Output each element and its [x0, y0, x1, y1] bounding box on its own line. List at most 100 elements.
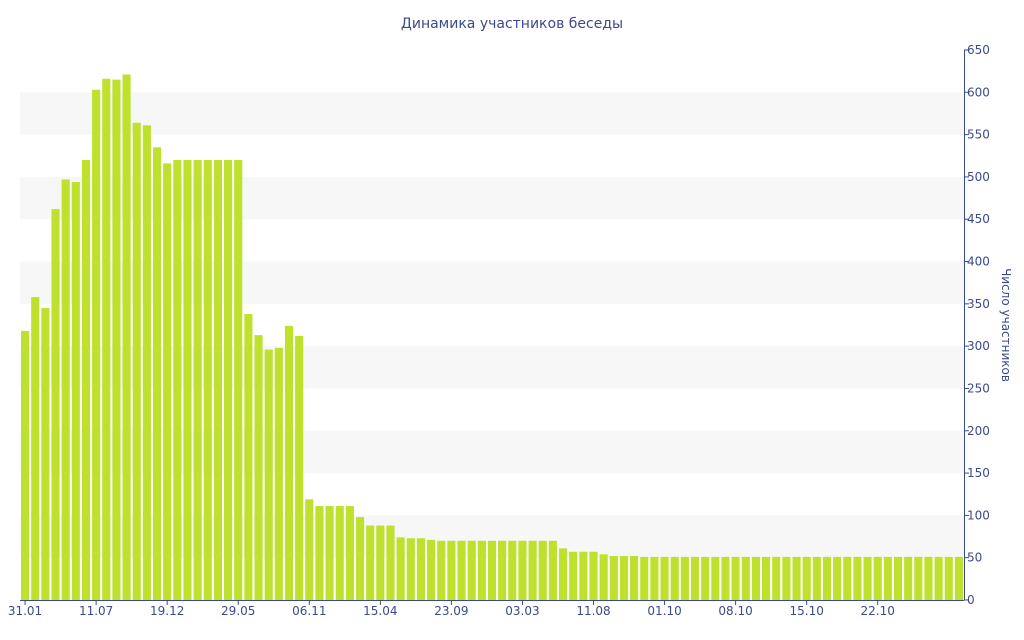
bar	[366, 525, 375, 600]
y-tick-label: 650	[967, 43, 990, 57]
bar	[315, 506, 324, 600]
grid-bands	[20, 92, 964, 558]
bar	[518, 540, 527, 600]
bar	[558, 548, 568, 600]
bar	[427, 539, 436, 600]
bar	[61, 179, 70, 600]
bar	[630, 556, 639, 600]
x-tick-label: 15.04	[363, 604, 397, 618]
y-tick-label: 500	[967, 170, 990, 184]
bar	[619, 556, 629, 600]
bar	[782, 556, 791, 600]
bar	[467, 540, 476, 600]
bar	[792, 556, 801, 600]
bar	[640, 556, 649, 600]
bar	[386, 525, 395, 600]
bar	[437, 540, 446, 600]
bar	[173, 160, 182, 600]
bar	[904, 556, 913, 600]
bar	[284, 325, 294, 600]
y-tick-labels: 0 50 100 150 200 250 300 350 400 450 500 550 600 650	[967, 43, 990, 607]
bar	[295, 336, 304, 600]
bar	[954, 556, 963, 600]
bar	[224, 160, 233, 600]
bar	[863, 556, 872, 600]
bar	[335, 506, 344, 600]
y-tick-label: 350	[967, 297, 990, 311]
bar	[112, 79, 121, 601]
y-tick-label: 600	[967, 85, 990, 99]
bar	[833, 556, 842, 600]
bar	[802, 556, 811, 600]
bar	[944, 556, 953, 600]
bar	[853, 556, 862, 600]
bar	[741, 556, 750, 600]
bar	[508, 540, 517, 600]
bar	[51, 209, 60, 600]
bar	[355, 517, 365, 600]
bar	[31, 297, 40, 600]
bar	[751, 556, 760, 600]
bar	[914, 556, 923, 600]
y-tick-label: 150	[967, 466, 990, 480]
bar	[477, 540, 486, 600]
bar	[538, 540, 547, 600]
bar	[325, 506, 334, 600]
y-axis-title: Число участников	[999, 268, 1013, 382]
x-tick-label: 01.10	[647, 604, 681, 618]
bar	[396, 537, 405, 600]
bar	[822, 556, 832, 600]
x-tick-labels: 31.01 11.07 19.12 29.05 06.11 15.04 23.09 03.03…	[8, 604, 895, 618]
x-tick-label: 29.05	[221, 604, 255, 618]
bar	[650, 556, 659, 600]
bar	[406, 538, 415, 600]
bar	[71, 182, 80, 600]
bar	[660, 556, 669, 600]
y-tick-label: 250	[967, 381, 990, 395]
bar	[122, 74, 131, 601]
bar	[102, 78, 111, 600]
bar	[81, 160, 91, 600]
bar	[772, 556, 781, 600]
grid-band	[20, 176, 964, 220]
bar	[873, 556, 882, 600]
grid-band	[20, 92, 964, 135]
y-tick-label: 200	[967, 424, 990, 438]
bar	[924, 556, 933, 600]
chart-title: Динамика участников беседы	[401, 16, 623, 32]
bar	[203, 160, 212, 600]
bar	[345, 506, 354, 600]
bar	[447, 540, 456, 600]
bar	[843, 556, 852, 600]
y-tick-label: 300	[967, 339, 990, 353]
x-tick-label: 03.03	[505, 604, 539, 618]
bar	[487, 540, 497, 600]
bar	[579, 551, 588, 600]
bar	[305, 499, 314, 600]
bar	[701, 556, 710, 600]
bar	[416, 538, 426, 600]
bar	[690, 556, 700, 600]
grid-band	[20, 346, 964, 389]
axes-group	[20, 49, 969, 605]
bar	[711, 556, 720, 600]
y-tick-label: 450	[967, 212, 990, 226]
x-tick-label: 15.10	[789, 604, 823, 618]
bar	[812, 556, 821, 600]
bar	[264, 349, 273, 600]
x-tick-label: 23.09	[434, 604, 468, 618]
bar	[670, 556, 679, 600]
grid-band	[20, 430, 964, 474]
bar	[213, 160, 222, 600]
bar	[589, 551, 598, 600]
x-tick-label: 11.08	[576, 604, 610, 618]
bar	[92, 89, 101, 601]
bar	[152, 147, 162, 600]
x-tick-label: 22.10	[861, 604, 895, 618]
bar	[193, 160, 202, 600]
bar	[274, 347, 283, 600]
x-tick-label: 31.01	[8, 604, 42, 618]
y-tick-label: 400	[967, 255, 990, 269]
x-tick-label: 11.07	[79, 604, 113, 618]
x-tick-label: 06.11	[292, 604, 326, 618]
